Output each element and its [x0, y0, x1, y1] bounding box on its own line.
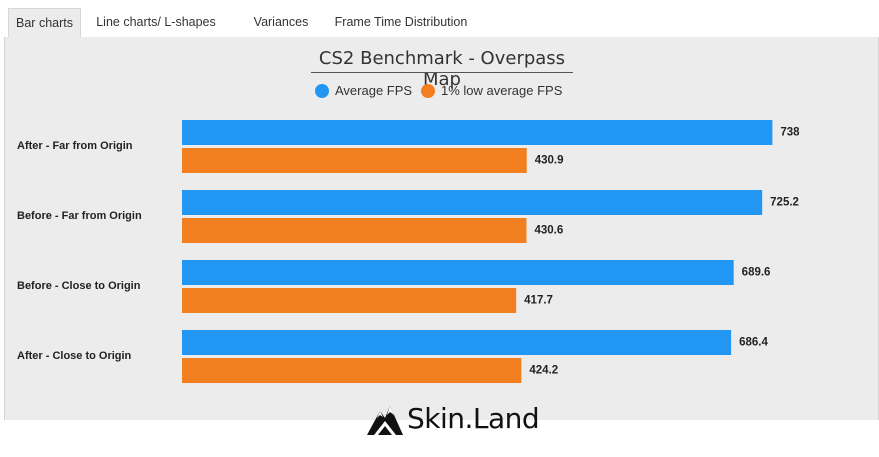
- category-label-after-far-from-origin: After - Far from Origin: [17, 140, 133, 152]
- bar-average-fps-before-close-to-origin[interactable]: [182, 260, 734, 285]
- data-label-1-low-average-fps-before-far-from-origin: 430.6: [534, 225, 563, 237]
- legend-swatch-1pct-low: [421, 84, 435, 98]
- tab-variances[interactable]: Variances: [253, 15, 309, 29]
- data-label-1-low-average-fps-after-close-to-origin: 424.2: [529, 365, 558, 377]
- tab-bar-charts[interactable]: Bar charts: [8, 8, 81, 37]
- legend-label-average-fps: Average FPS: [335, 83, 413, 98]
- data-label-average-fps-before-far-from-origin: 725.2: [770, 197, 799, 209]
- legend-label-1pct-low: 1% low average FPS: [441, 83, 563, 98]
- data-label-average-fps-after-far-from-origin: 738: [780, 127, 800, 139]
- mountain-logo-icon: [367, 406, 403, 435]
- category-label-before-close-to-origin: Before - Close to Origin: [17, 280, 141, 292]
- tab-line-charts[interactable]: Line charts/ L-shapes: [96, 15, 216, 29]
- bar-average-fps-after-close-to-origin[interactable]: [182, 330, 732, 355]
- tab-frame-time-distribution[interactable]: Frame Time Distribution: [334, 15, 468, 29]
- category-label-before-far-from-origin: Before - Far from Origin: [17, 210, 142, 222]
- data-label-1-low-average-fps-before-close-to-origin: 417.7: [524, 295, 553, 307]
- bar-1-low-average-fps-after-far-from-origin[interactable]: [182, 148, 527, 173]
- bar-average-fps-after-far-from-origin[interactable]: [182, 120, 773, 145]
- bar-1-low-average-fps-after-close-to-origin[interactable]: [182, 358, 522, 383]
- title-underline: [311, 72, 573, 73]
- bar-1-low-average-fps-before-far-from-origin[interactable]: [182, 218, 527, 243]
- data-label-average-fps-after-close-to-origin: 686.4: [739, 337, 768, 349]
- bar-average-fps-before-far-from-origin[interactable]: [182, 190, 763, 215]
- logo-text: Skin.Land: [407, 402, 540, 435]
- tab-bar: Bar charts Line charts/ L-shapes Varianc…: [0, 0, 879, 37]
- bar-1-low-average-fps-before-close-to-origin[interactable]: [182, 288, 517, 313]
- data-label-1-low-average-fps-after-far-from-origin: 430.9: [535, 155, 564, 167]
- category-label-after-close-to-origin: After - Close to Origin: [17, 350, 132, 362]
- data-label-average-fps-before-close-to-origin: 689.6: [742, 267, 771, 279]
- legend-swatch-average-fps: [315, 84, 329, 98]
